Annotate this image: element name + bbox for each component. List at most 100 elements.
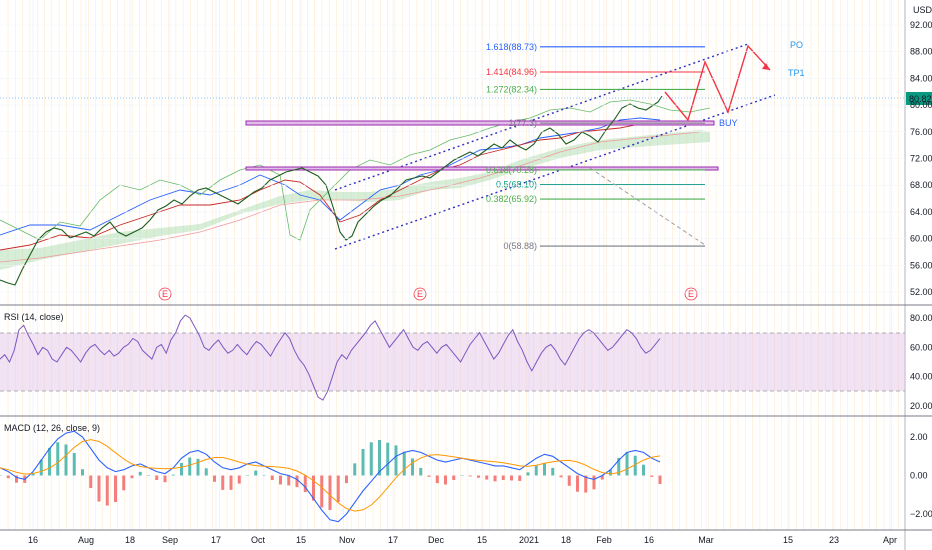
earnings-label: E — [688, 289, 694, 299]
macd-histogram-bar — [427, 475, 431, 477]
fib-level-label: 0.382(65.92) — [486, 194, 537, 204]
leading-span-b-line — [0, 131, 701, 263]
fib-level-label: 1.414(84.96) — [486, 67, 537, 77]
macd-histogram-bar — [501, 475, 505, 480]
rsi-band — [0, 333, 905, 391]
price-tick-label: 56.00 — [910, 260, 932, 270]
macd-histogram-bar — [361, 448, 365, 476]
macd-histogram-bar — [15, 475, 18, 483]
macd-histogram-bar — [559, 475, 563, 478]
macd-histogram-bar — [551, 467, 555, 476]
macd-histogram-bar — [493, 475, 497, 482]
time-tick-label: 17 — [388, 535, 398, 545]
macd-histogram — [0, 440, 662, 511]
price-pane[interactable]: 1.618(88.73) 1.414(84.96) 1.272(82.34) 1(77… — [0, 40, 932, 301]
macd-histogram-bar — [617, 457, 621, 476]
macd-histogram-bar — [48, 448, 51, 476]
rsi-tick-label: 40.00 — [910, 372, 932, 382]
rsi-tick-label: 80.00 — [910, 313, 932, 323]
macd-histogram-bar — [460, 475, 464, 476]
rsi-line — [0, 314, 661, 401]
macd-histogram-bar — [625, 452, 629, 476]
macd-histogram-bar — [485, 475, 489, 480]
price-axis[interactable]: 92.00 88.00 84.00 80.00 76.00 72.00 68.00 64.00… — [0, 20, 932, 297]
macd-line — [0, 430, 661, 523]
time-tick-label: 15 — [296, 535, 306, 545]
macd-histogram-bar — [105, 475, 109, 506]
rsi-title: RSI (14, close) — [4, 312, 64, 322]
macd-histogram-bar — [254, 470, 258, 476]
macd-histogram-bar — [204, 468, 208, 476]
macd-pane[interactable]: MACD (12, 26, close, 9) — [0, 423, 662, 523]
macd-histogram-bar — [31, 472, 35, 476]
earnings-icon[interactable] — [413, 287, 427, 301]
time-axis[interactable]: 16 Aug 18 Sep 17 Oct 15 Nov 17 Dec 15 2021 18 Feb 16 Ma… — [28, 535, 897, 545]
macd-histogram-bar — [64, 444, 68, 476]
earnings-icon[interactable] — [158, 287, 172, 301]
price-tick-label: 60.00 — [910, 234, 932, 244]
macd-histogram-bar — [584, 475, 588, 493]
macd-histogram-bar — [543, 462, 546, 476]
macd-histogram-bar — [526, 472, 530, 476]
macd-histogram-bar — [600, 475, 604, 480]
macd-histogram-bar — [435, 475, 439, 484]
fibonacci-levels: 1.618(88.73) 1.414(84.96) 1.272(82.34) 1(77… — [486, 42, 705, 251]
last-price-badge — [906, 92, 932, 105]
ichimoku-lines — [0, 99, 711, 263]
time-tick-label: Dec — [428, 535, 445, 545]
channel-upper-line — [334, 43, 749, 191]
macd-histogram-bar — [114, 475, 117, 503]
macd-histogram-bar — [188, 457, 192, 476]
time-tick-label: 16 — [644, 535, 654, 545]
macd-histogram-bar — [633, 455, 637, 476]
macd-histogram-bar — [122, 475, 126, 491]
macd-histogram-bar — [328, 475, 332, 511]
macd-histogram-bar — [658, 475, 662, 485]
macd-histogram-bar — [39, 459, 43, 476]
macd-histogram-bar — [81, 469, 84, 476]
fib-level-label: 0(58.88) — [503, 241, 537, 251]
macd-histogram-bar — [394, 445, 398, 476]
rsi-pane[interactable]: RSI (14, close) — [0, 312, 905, 401]
macd-histogram-bar — [171, 474, 175, 476]
macd-histogram-bar — [180, 462, 183, 476]
price-tick-label: 88.00 — [910, 47, 932, 57]
macd-histogram-bar — [279, 475, 282, 485]
macd-histogram-bar — [213, 475, 216, 482]
macd-histogram-bar — [452, 475, 456, 480]
earnings-icon[interactable] — [684, 287, 698, 301]
lagging-span-line — [0, 99, 711, 241]
macd-histogram-bar — [6, 475, 10, 479]
macd-histogram-bar — [402, 451, 406, 476]
macd-histogram-bar — [237, 475, 241, 484]
macd-histogram-bar — [353, 463, 357, 476]
rsi-axis: 80.00 60.00 40.00 20.00 — [910, 313, 932, 411]
macd-histogram-bar — [221, 475, 225, 490]
buy-annotation: BUY — [719, 118, 738, 128]
time-tick-label: 16 — [28, 535, 38, 545]
time-tick-label: 15 — [783, 535, 793, 545]
earnings-label: E — [417, 289, 423, 299]
earnings-label: E — [162, 289, 168, 299]
time-tick-label: Aug — [78, 535, 94, 545]
buy-zone-box — [245, 120, 715, 126]
time-tick-label: Nov — [339, 535, 356, 545]
rsi-tick-label: 60.00 — [910, 342, 932, 352]
macd-histogram-bar — [592, 475, 596, 490]
price-tick-label: 92.00 — [910, 20, 932, 30]
macd-tick-label: 2.00 — [910, 432, 928, 442]
price-candles — [0, 95, 663, 286]
macd-histogram-bar — [287, 475, 291, 486]
macd-histogram-bar — [138, 471, 142, 476]
support-zone-box — [245, 166, 719, 171]
rsi-tick-label: 20.00 — [910, 401, 932, 411]
macd-histogram-bar — [246, 475, 249, 476]
time-tick-label: Oct — [251, 535, 266, 545]
macd-histogram-bar — [468, 475, 472, 477]
tp1-annotation: TP1 — [788, 68, 805, 78]
price-tick-label: 52.00 — [910, 287, 932, 297]
macd-histogram-bar — [419, 467, 423, 476]
macd-histogram-bar — [229, 475, 233, 490]
